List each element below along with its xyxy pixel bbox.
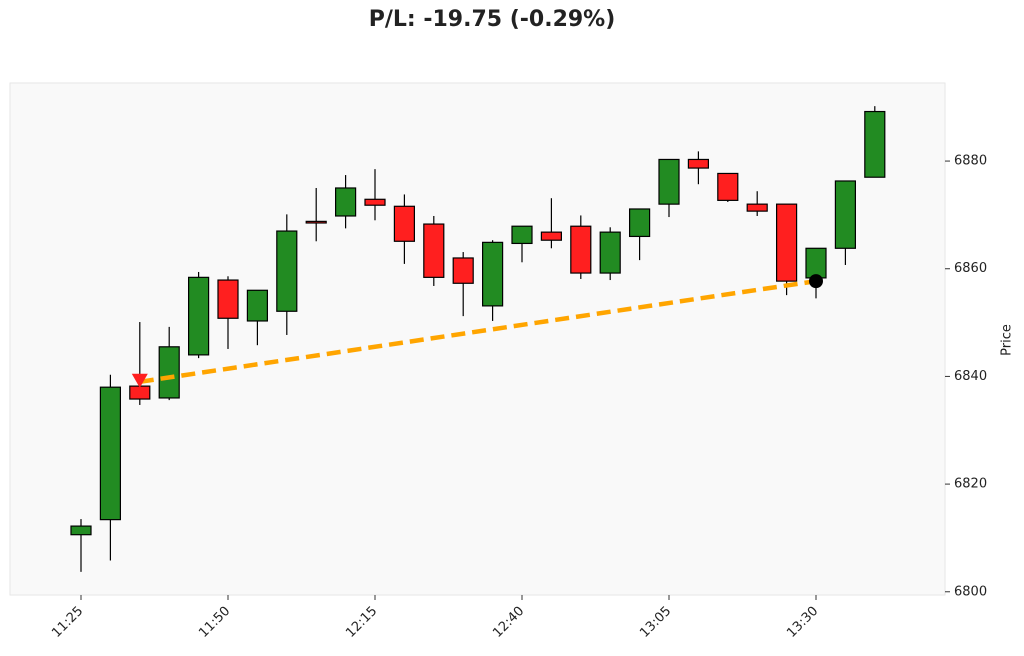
candle-body — [246, 289, 268, 322]
candle-body — [775, 203, 798, 282]
y-tick-label: 6800 — [954, 584, 987, 599]
candle-body — [511, 225, 533, 245]
entry-marker — [131, 373, 148, 388]
chart-title: P/L: -19.75 (-0.29%) — [369, 7, 616, 32]
candle-body — [864, 110, 886, 178]
candle-body — [658, 158, 680, 205]
trade-line — [139, 278, 817, 385]
candle-body — [393, 205, 415, 242]
candle-body — [335, 187, 357, 217]
candle-body — [305, 220, 327, 224]
candle-body — [217, 279, 239, 319]
candle-body — [158, 346, 180, 399]
x-tick-label: 12:15 — [343, 604, 380, 641]
candle-body — [99, 386, 122, 521]
candle-body — [628, 208, 651, 238]
x-tick-label: 12:40 — [490, 604, 527, 641]
x-tick-label: 11:50 — [196, 604, 233, 641]
y-axis-label: Price — [1000, 324, 1015, 356]
candle-body — [687, 158, 710, 169]
candle-body — [540, 231, 563, 241]
candle-body — [570, 225, 592, 274]
candle-body — [717, 172, 739, 201]
y-tick-label: 6860 — [954, 261, 987, 276]
y-tick-label: 6820 — [954, 477, 987, 492]
plot-area — [9, 82, 946, 596]
y-tick-label: 6880 — [954, 154, 987, 169]
candle-body — [599, 231, 621, 274]
y-tick-label: 6840 — [954, 369, 987, 384]
x-tick-label: 13:30 — [784, 604, 821, 641]
candle-body — [482, 241, 504, 307]
candle-body — [364, 198, 386, 206]
candle-body — [746, 203, 768, 212]
candle-body — [129, 385, 151, 400]
exit-marker — [809, 274, 823, 289]
candle-body — [805, 247, 827, 279]
candle-body — [70, 525, 92, 536]
candle-body — [423, 223, 445, 278]
candle-body — [834, 180, 857, 249]
x-tick-label: 13:05 — [637, 604, 674, 641]
candle-body — [188, 276, 210, 356]
x-tick-label: 11:25 — [49, 604, 86, 641]
candle-body — [452, 257, 474, 284]
candle-body — [276, 230, 298, 312]
